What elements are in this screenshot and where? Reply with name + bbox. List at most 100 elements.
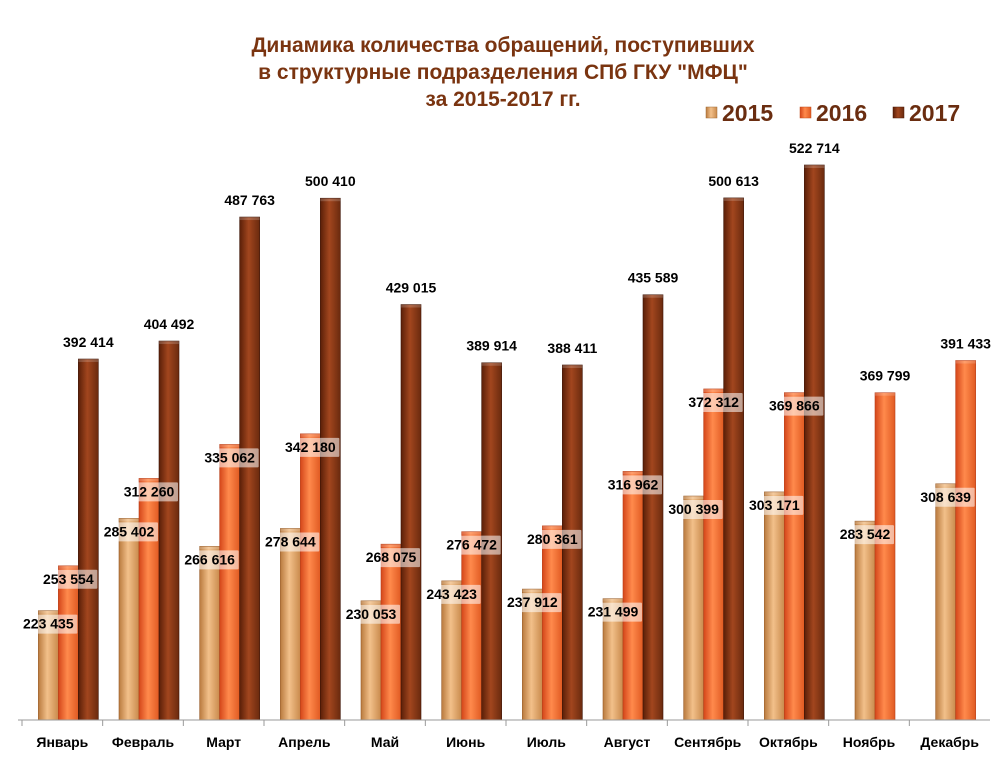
data-label-2015: 303 171 <box>749 497 800 513</box>
bar-cap-2016 <box>219 444 240 448</box>
bar-cap-2017 <box>643 294 663 298</box>
bar-cap-2016 <box>623 471 643 475</box>
bar-cap-2016 <box>703 388 724 392</box>
bar-cap-2017 <box>723 197 744 201</box>
bar-2016 <box>58 565 79 721</box>
bar-2015 <box>199 546 220 721</box>
bar-cap-2015 <box>38 610 59 614</box>
data-label-2017: 389 914 <box>466 338 517 354</box>
data-label-2015: 266 616 <box>184 551 235 567</box>
bar-2015 <box>935 483 956 721</box>
bar-2016 <box>542 525 563 721</box>
bar-cap-2016 <box>542 525 563 529</box>
bar-2016 <box>461 531 482 721</box>
x-tick-label: Апрель <box>278 734 331 750</box>
x-axis: Январь Февраль Март Апрель Май Июнь Июль Август… <box>18 719 990 750</box>
data-label-2016: 312 260 <box>124 483 175 499</box>
bar-2017 <box>642 294 664 721</box>
data-label-bg <box>745 495 804 515</box>
bar-cap-2016 <box>784 392 805 396</box>
bar-2016 <box>380 543 402 721</box>
data-label-bg <box>362 548 420 568</box>
bar-cap-2015 <box>199 546 220 550</box>
bar-2016 <box>703 388 724 721</box>
bar-cap-2016 <box>139 478 159 482</box>
data-label-bg <box>120 482 178 502</box>
x-tick-label: Август <box>604 734 651 750</box>
plot-bars <box>38 164 976 721</box>
bar-cap-2015 <box>361 600 381 604</box>
bar-2017 <box>400 304 422 721</box>
bar-cap-2016 <box>955 360 976 364</box>
bar-2015 <box>118 518 140 721</box>
legend-swatch-2015 <box>705 106 718 119</box>
bar-cap-2015 <box>935 483 956 487</box>
bar-cap-2016 <box>875 392 895 396</box>
bar-cap-2017 <box>78 359 99 363</box>
data-label-2017: 392 414 <box>63 334 114 350</box>
data-label-bg <box>503 593 562 613</box>
bar-2016 <box>219 444 240 721</box>
data-label-bg <box>684 392 743 412</box>
bar-2015 <box>764 491 785 721</box>
data-label-2015: 285 402 <box>104 523 155 539</box>
data-label-2017: 500 410 <box>305 173 356 189</box>
bar-cap-2015 <box>855 521 875 525</box>
bar-cap-2017 <box>320 198 341 202</box>
data-label-bg <box>261 532 320 552</box>
chart-title-line-2: в структурные подразделения СПб ГКУ "МФЦ… <box>258 61 748 84</box>
data-label-2015: 300 399 <box>668 501 719 517</box>
x-tick-label: Март <box>206 734 241 750</box>
bar-cap-2017 <box>481 362 502 366</box>
bar-2016 <box>138 478 160 721</box>
data-label-bg <box>180 550 239 570</box>
data-label-2016: 369 799 <box>860 368 911 384</box>
data-label-bg <box>200 448 259 468</box>
bar-cap-2016 <box>381 544 401 548</box>
data-label-2016: 253 554 <box>43 571 94 587</box>
data-label-2016: 369 866 <box>769 398 820 414</box>
legend: 2015 2016 2017 <box>705 100 960 126</box>
bar-2017 <box>158 340 180 721</box>
bar-2016 <box>874 392 896 721</box>
bar-cap-2015 <box>280 528 301 532</box>
data-label-bg <box>765 396 824 416</box>
bar-cap-2015 <box>441 580 462 584</box>
data-label-2015: 230 053 <box>346 606 397 622</box>
bar-2015 <box>683 495 704 721</box>
bar-cap-2015 <box>603 598 623 602</box>
bar-cap-2017 <box>159 341 179 345</box>
chart-title-line-1: Динамика количества обращений, поступивш… <box>251 34 754 57</box>
data-label-2015: 231 499 <box>588 604 639 620</box>
data-label-2017: 429 015 <box>386 280 437 296</box>
legend-label-2016: 2016 <box>816 100 867 126</box>
x-tick-label: Июль <box>527 734 567 750</box>
legend-label-2015: 2015 <box>722 100 773 126</box>
data-label-2016: 280 361 <box>527 531 578 547</box>
bar-2017 <box>804 164 825 721</box>
data-label-bg <box>523 529 582 549</box>
bar-2016 <box>300 433 321 721</box>
bar-2017 <box>320 197 341 721</box>
data-label-bg <box>836 525 894 545</box>
bar-2017 <box>723 197 744 721</box>
data-label-2016: 316 962 <box>608 476 659 492</box>
data-label-2017: 388 411 <box>547 340 597 356</box>
bar-cap-2017 <box>562 364 583 368</box>
bar-cap-2015 <box>119 518 139 522</box>
data-label-2016: 276 472 <box>446 537 497 553</box>
bar-2015 <box>854 520 876 721</box>
x-tick-label: Октябрь <box>759 734 818 750</box>
bar-cap-2017 <box>239 217 260 221</box>
legend-label-2017: 2017 <box>909 100 960 126</box>
data-label-2017: 522 714 <box>789 140 840 156</box>
x-tick-label: Декабрь <box>920 734 979 750</box>
x-tick-label: Сентябрь <box>674 734 742 750</box>
bar-cap-2017 <box>401 304 421 308</box>
bar-2016 <box>955 360 976 721</box>
data-label-2017: 500 613 <box>708 173 759 189</box>
data-label-2017: 435 589 <box>628 270 679 286</box>
bar-cap-2016 <box>58 565 79 569</box>
data-label-2015: 237 912 <box>507 594 558 610</box>
data-label-bg <box>422 584 481 604</box>
